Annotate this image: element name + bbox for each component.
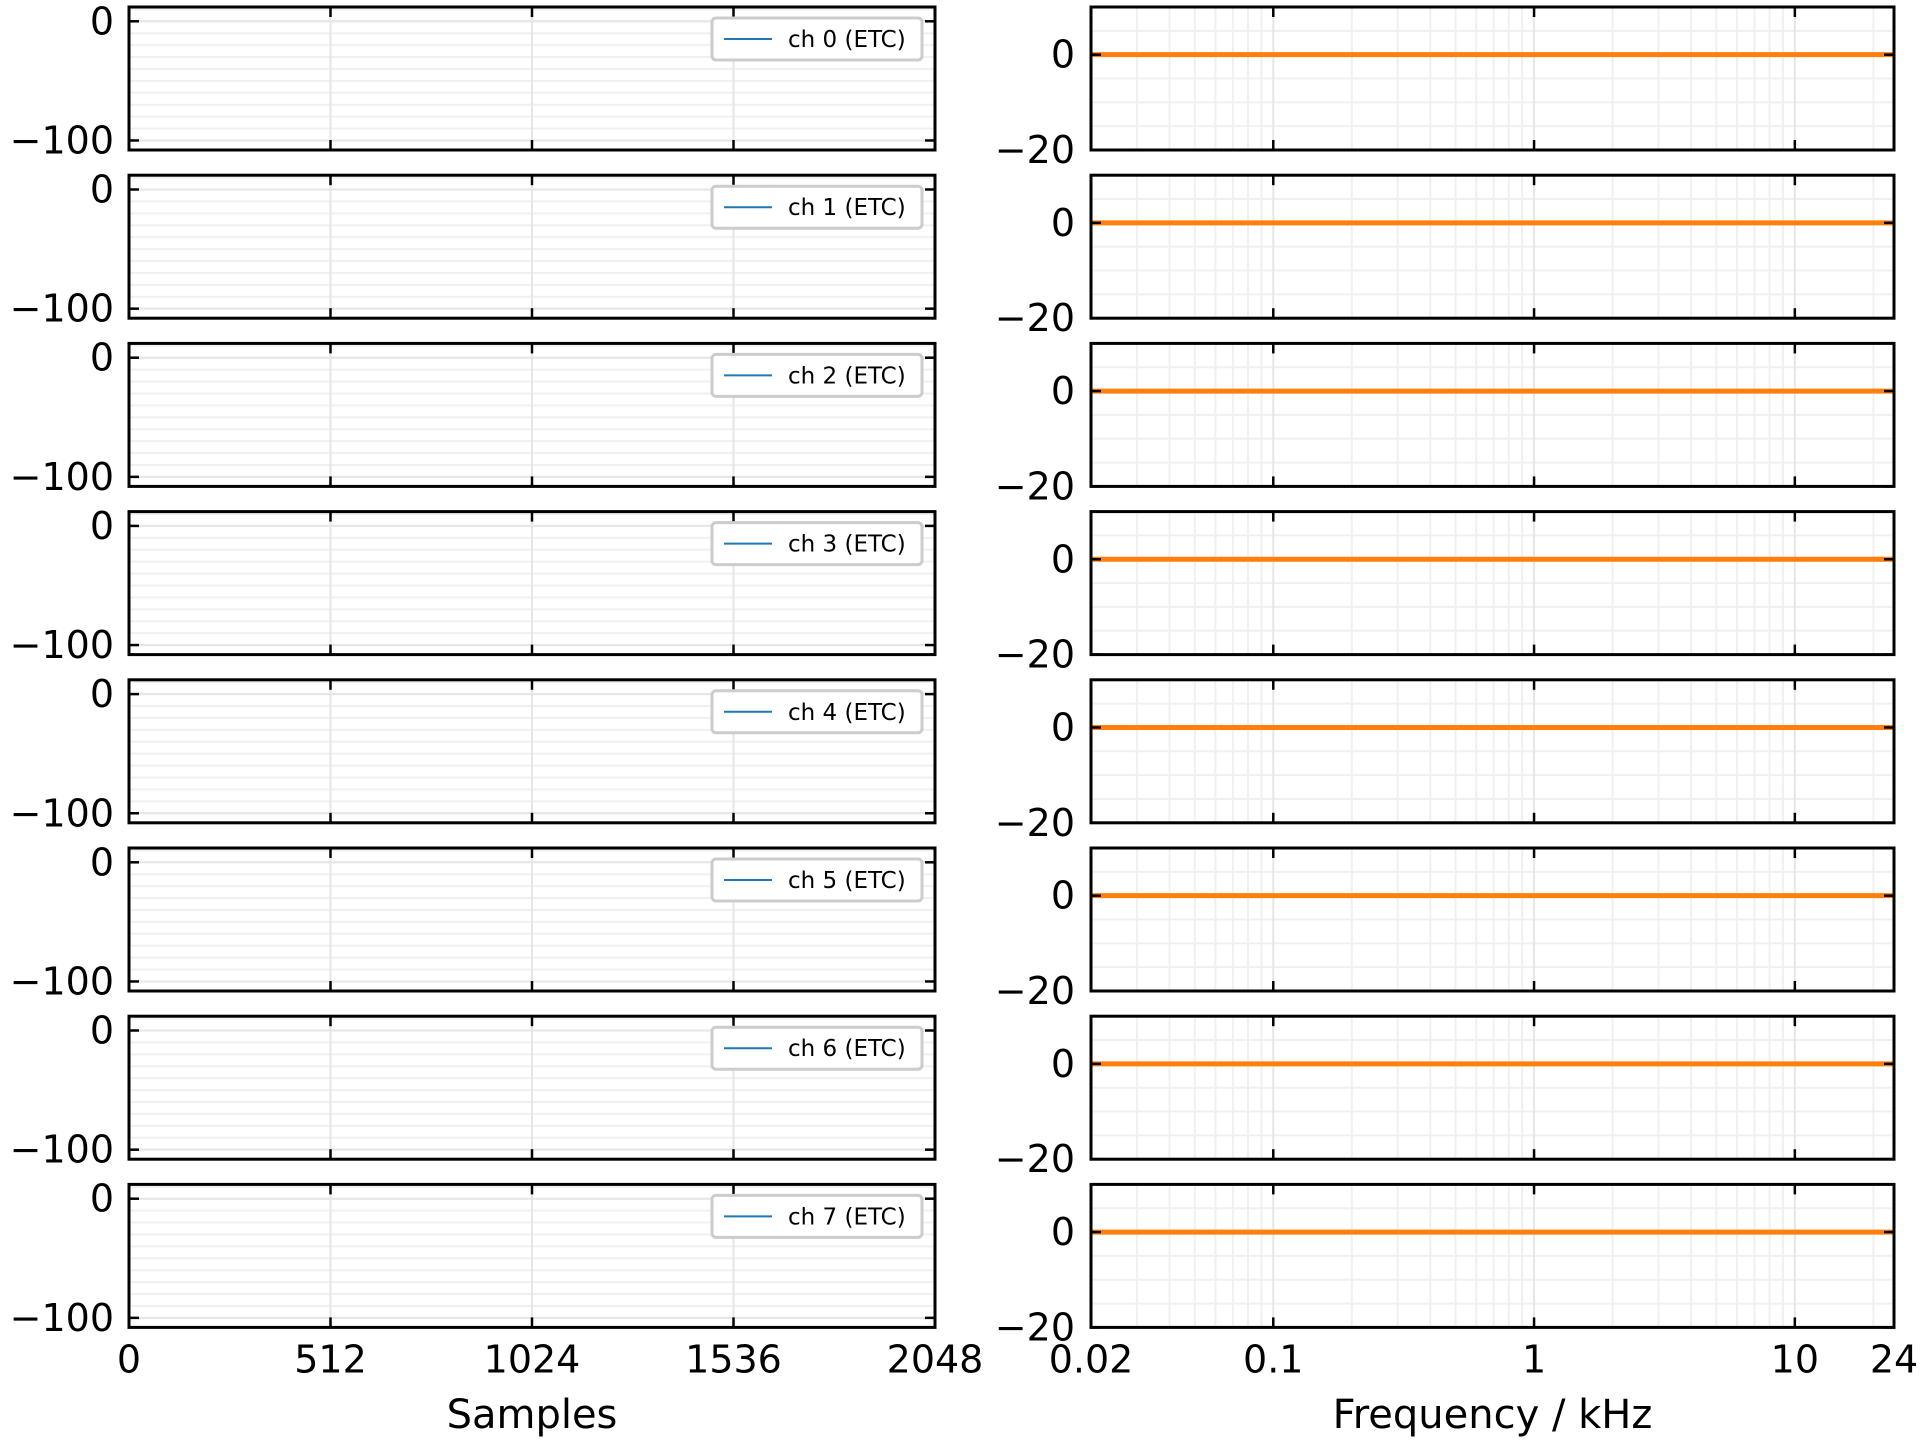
spectrum-subplot-ch1: 0 −20 — [995, 173, 1896, 340]
x-tick-label: 24 — [1870, 1337, 1918, 1381]
spectrum-subplot-ch2: 0 −20 — [995, 341, 1896, 508]
y-tick-label: −20 — [995, 969, 1075, 1013]
legend: ch 7 (ETC) — [710, 1193, 924, 1239]
x-tick-label: 10 — [1771, 1337, 1819, 1381]
legend-box — [710, 521, 924, 567]
etc-subplot-ch4: 0 −100 ch 4 (ETC) — [10, 672, 937, 835]
legend: ch 3 (ETC) — [710, 521, 924, 567]
legend: ch 1 (ETC) — [710, 184, 924, 230]
y-tick-label: 0 — [90, 0, 114, 43]
axes-frame — [1089, 678, 1896, 825]
y-tick-label: 0 — [90, 840, 114, 884]
legend-box — [710, 352, 924, 398]
x-tick-label: 2048 — [887, 1337, 984, 1381]
legend: ch 5 (ETC) — [710, 857, 924, 903]
y-tick-label: −100 — [10, 1128, 114, 1172]
legend-label: ch 6 (ETC) — [788, 1036, 906, 1062]
spectrum-subplot-ch3: 0 −20 — [995, 510, 1896, 677]
legend-box — [710, 1025, 924, 1071]
y-tick-label: −100 — [10, 287, 114, 331]
x-tick-label: 1 — [1522, 1337, 1546, 1381]
etc-subplot-ch6: 0 −100 ch 6 (ETC) — [10, 1009, 937, 1172]
etc-subplot-ch0: 0 −100 ch 0 (ETC) — [10, 0, 937, 162]
x-tick-label: 0.02 — [1049, 1337, 1134, 1381]
y-tick-label: −100 — [10, 791, 114, 835]
legend-box — [710, 857, 924, 903]
y-tick-label: −20 — [995, 633, 1075, 677]
spectrum-subplot-ch0: 0 −20 — [995, 5, 1896, 172]
spectrum-subplot-ch7: 0 −200.02 0.1 1 10 24 — [995, 1182, 1918, 1381]
y-tick-label: 0 — [90, 336, 114, 380]
legend-box — [710, 1193, 924, 1239]
x-tick-label: 1024 — [484, 1337, 581, 1381]
y-tick-label: −20 — [995, 128, 1075, 172]
x-axis-title: Samples — [447, 1392, 618, 1438]
y-tick-label: 0 — [90, 168, 114, 212]
axes-frame — [1089, 1014, 1896, 1161]
y-tick-label: −20 — [995, 1137, 1075, 1181]
x-tick-label: 512 — [294, 1337, 367, 1381]
legend-box — [710, 184, 924, 230]
axes-frame — [1089, 1182, 1896, 1329]
legend-label: ch 2 (ETC) — [788, 363, 906, 389]
y-tick-label: −20 — [995, 801, 1075, 845]
spectrum-subplot-ch4: 0 −20 — [995, 678, 1896, 845]
axes-frame — [1089, 5, 1896, 152]
x-tick-label: 1536 — [685, 1337, 782, 1381]
legend: ch 0 (ETC) — [710, 16, 924, 62]
axes-frame — [1089, 846, 1896, 993]
y-tick-label: 0 — [1051, 874, 1075, 918]
y-tick-label: −20 — [995, 1305, 1075, 1349]
y-tick-label: 0 — [1051, 33, 1075, 77]
y-tick-label: −100 — [10, 623, 114, 667]
y-tick-label: 0 — [1051, 201, 1075, 245]
etc-subplot-ch3: 0 −100 ch 3 (ETC) — [10, 504, 937, 667]
y-tick-label: 0 — [90, 1177, 114, 1221]
legend-label: ch 0 (ETC) — [788, 27, 906, 53]
y-tick-label: −100 — [10, 1296, 114, 1340]
y-tick-label: 0 — [1051, 537, 1075, 581]
axes-frame — [1089, 173, 1896, 320]
y-tick-label: −20 — [995, 296, 1075, 340]
y-tick-label: −20 — [995, 464, 1075, 508]
legend-label: ch 7 (ETC) — [788, 1204, 906, 1230]
y-tick-label: 0 — [90, 504, 114, 548]
legend-label: ch 5 (ETC) — [788, 868, 906, 894]
axes-frame — [1089, 341, 1896, 488]
legend-box — [710, 16, 924, 62]
legend-label: ch 3 (ETC) — [788, 532, 906, 558]
spectrum-subplot-ch5: 0 −20 — [995, 846, 1896, 1013]
y-tick-label: 0 — [1051, 705, 1075, 749]
x-tick-label: 0.1 — [1243, 1337, 1303, 1381]
y-tick-label: −100 — [10, 455, 114, 499]
y-tick-label: 0 — [90, 672, 114, 716]
legend-box — [710, 689, 924, 735]
legend-label: ch 4 (ETC) — [788, 700, 906, 726]
y-tick-label: −100 — [10, 959, 114, 1003]
legend-label: ch 1 (ETC) — [788, 195, 906, 221]
axes-frame — [1089, 510, 1896, 657]
etc-subplot-ch5: 0 −100 ch 5 (ETC) — [10, 840, 937, 1003]
legend: ch 6 (ETC) — [710, 1025, 924, 1071]
y-tick-label: −100 — [10, 118, 114, 162]
y-tick-label: 0 — [1051, 369, 1075, 413]
y-tick-label: 0 — [90, 1009, 114, 1053]
legend: ch 2 (ETC) — [710, 352, 924, 398]
x-tick-label: 0 — [117, 1337, 141, 1381]
y-tick-label: 0 — [1051, 1210, 1075, 1254]
etc-subplot-ch2: 0 −100 ch 2 (ETC) — [10, 336, 937, 499]
etc-subplot-ch1: 0 −100 ch 1 (ETC) — [10, 168, 937, 331]
legend: ch 4 (ETC) — [710, 689, 924, 735]
spectrum-subplot-ch6: 0 −20 — [995, 1014, 1896, 1181]
x-axis-title: Frequency / kHz — [1333, 1392, 1653, 1438]
y-tick-label: 0 — [1051, 1042, 1075, 1086]
